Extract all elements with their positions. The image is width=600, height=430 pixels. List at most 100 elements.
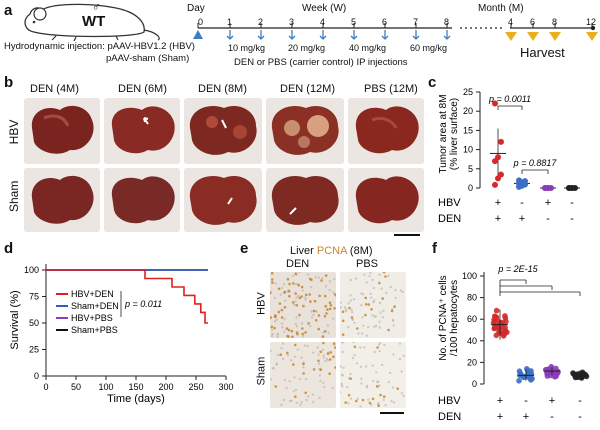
y-axis-label-line1: No. of PCNA⁺ cells	[438, 275, 449, 360]
legend-label: HBV+DEN	[71, 289, 114, 299]
liver-photo-hbv-pbs-12m	[348, 98, 424, 164]
liver-photo-hbv-den-12m	[266, 98, 344, 164]
y-axis-label-line2: /100 hepatocytes	[449, 280, 460, 356]
den-sign: +	[497, 411, 503, 423]
liver-photo-sham-pbs-12m	[348, 168, 424, 232]
x-tick-label: 0	[43, 382, 48, 392]
x-tick-label: 200	[158, 382, 173, 392]
data-point	[493, 307, 500, 314]
panel-e-label: e	[240, 240, 249, 257]
row-label-hbv-c: HBV	[438, 197, 461, 209]
title-suffix: (8M)	[346, 245, 373, 257]
week-tick-2: 2	[258, 17, 264, 27]
liver-photo-sham-den-8m	[184, 168, 262, 232]
row-label-hbv-f: HBV	[438, 395, 461, 407]
week-tick-6: 6	[382, 17, 388, 27]
den-sign: +	[519, 213, 525, 225]
liver-photo-sham-den-6m	[104, 168, 180, 232]
y-axis-label-line2: (% liver surface)	[449, 98, 460, 170]
timeline	[193, 23, 598, 41]
week-tick-8: 8	[444, 17, 450, 27]
injection-line-2: pAAV-sham (Sham)	[106, 53, 190, 64]
liver-photo-hbv-den-4m	[24, 98, 100, 164]
week-tick-1: 1	[227, 17, 233, 27]
week-tick-7: 7	[413, 17, 419, 27]
p-value-1: p = 0.0011	[488, 94, 531, 104]
y-tick-label: 40	[467, 336, 477, 346]
ihc-image-sham-den	[269, 341, 337, 408]
y-tick-label: 0	[34, 371, 39, 381]
legend-label: Sham+DEN	[71, 301, 119, 311]
data-point	[553, 373, 559, 379]
x-tick-label: 150	[128, 382, 143, 392]
week-label: Week (W)	[302, 3, 347, 14]
month-tick-4: 4	[508, 17, 514, 27]
month-tick-12: 12	[586, 17, 597, 27]
data-point	[516, 177, 522, 184]
week-tick-3: 3	[289, 17, 295, 27]
panel-b-label: b	[4, 74, 14, 91]
title-marker: PCNA	[316, 245, 347, 257]
den-sign: -	[578, 411, 582, 423]
data-point	[492, 323, 499, 330]
dose-20: 20 mg/kg	[288, 43, 326, 53]
column-pbs-12m: PBS (12M)	[364, 83, 418, 95]
hbv-sign: -	[578, 395, 582, 407]
row-label-hbv: HBV	[7, 119, 21, 145]
row-label-sham: Sham	[7, 180, 21, 212]
panel-d-label: d	[4, 240, 14, 257]
x-tick-label: 250	[188, 382, 203, 392]
p-value-d: p = 0.011	[124, 299, 162, 309]
x-tick-label: 100	[98, 382, 113, 392]
y-axis-label: Survival (%)	[9, 290, 21, 349]
y-tick-label: 100	[462, 271, 477, 281]
y-tick-label: 15	[463, 125, 473, 135]
den-sign: +	[523, 411, 529, 423]
den-sign: -	[550, 411, 554, 423]
liver-photo-hbv-den-6m	[104, 98, 180, 164]
column-den-12m: DEN (12M)	[280, 83, 336, 95]
row-label-sham-e: Sham	[255, 356, 268, 386]
column-den-8m: DEN (8M)	[198, 83, 247, 95]
data-point	[492, 181, 498, 188]
hbv-sign: +	[497, 395, 503, 407]
y-tick-label: 80	[467, 293, 477, 303]
hbv-sign: +	[495, 197, 501, 209]
column-den-e: DEN	[286, 258, 310, 270]
mouse-illustration	[24, 3, 160, 42]
data-point	[499, 324, 505, 330]
data-point	[524, 366, 530, 372]
scale-bar-e	[380, 412, 404, 414]
dose-60: 60 mg/kg	[410, 43, 448, 53]
y-tick-label: 100	[24, 265, 39, 275]
y-tick-label: 0	[468, 183, 473, 193]
tumor-area-chart: Tumor area at 8M (% liver surface) 0 5 10 1…	[438, 87, 580, 225]
row-label-den-f: DEN	[438, 411, 461, 423]
y-tick-label: 0	[472, 379, 477, 389]
y-tick-label: 20	[467, 357, 477, 367]
y-axis-label-line1: Tumor area at 8M	[438, 94, 449, 173]
y-tick-label: 75	[29, 292, 39, 302]
panel-f-label: f	[432, 240, 437, 257]
data-point	[498, 138, 504, 145]
ip-injection-label: DEN or PBS (carrier control) IP injectio…	[234, 57, 408, 68]
dose-40: 40 mg/kg	[349, 43, 387, 53]
data-point	[500, 329, 507, 336]
day-zero: 0	[198, 17, 204, 27]
hbv-sign: +	[549, 395, 555, 407]
data-point	[581, 371, 588, 378]
data-point	[492, 314, 499, 320]
x-tick-label: 300	[218, 382, 233, 392]
column-den-6m: DEN (6M)	[118, 83, 167, 95]
week-tick-5: 5	[351, 17, 357, 27]
month-tick-8: 8	[552, 17, 558, 27]
title-prefix: Liver	[290, 245, 317, 257]
liver-photo-hbv-den-8m	[184, 98, 262, 164]
series-line	[46, 269, 208, 324]
hbv-sign: -	[570, 197, 574, 209]
column-pbs-e: PBS	[356, 258, 379, 270]
data-point	[553, 365, 559, 372]
data-point	[495, 154, 501, 161]
liver-photo-sham-den-4m	[24, 168, 100, 232]
p-value-2: p = 0.8817	[513, 158, 558, 168]
